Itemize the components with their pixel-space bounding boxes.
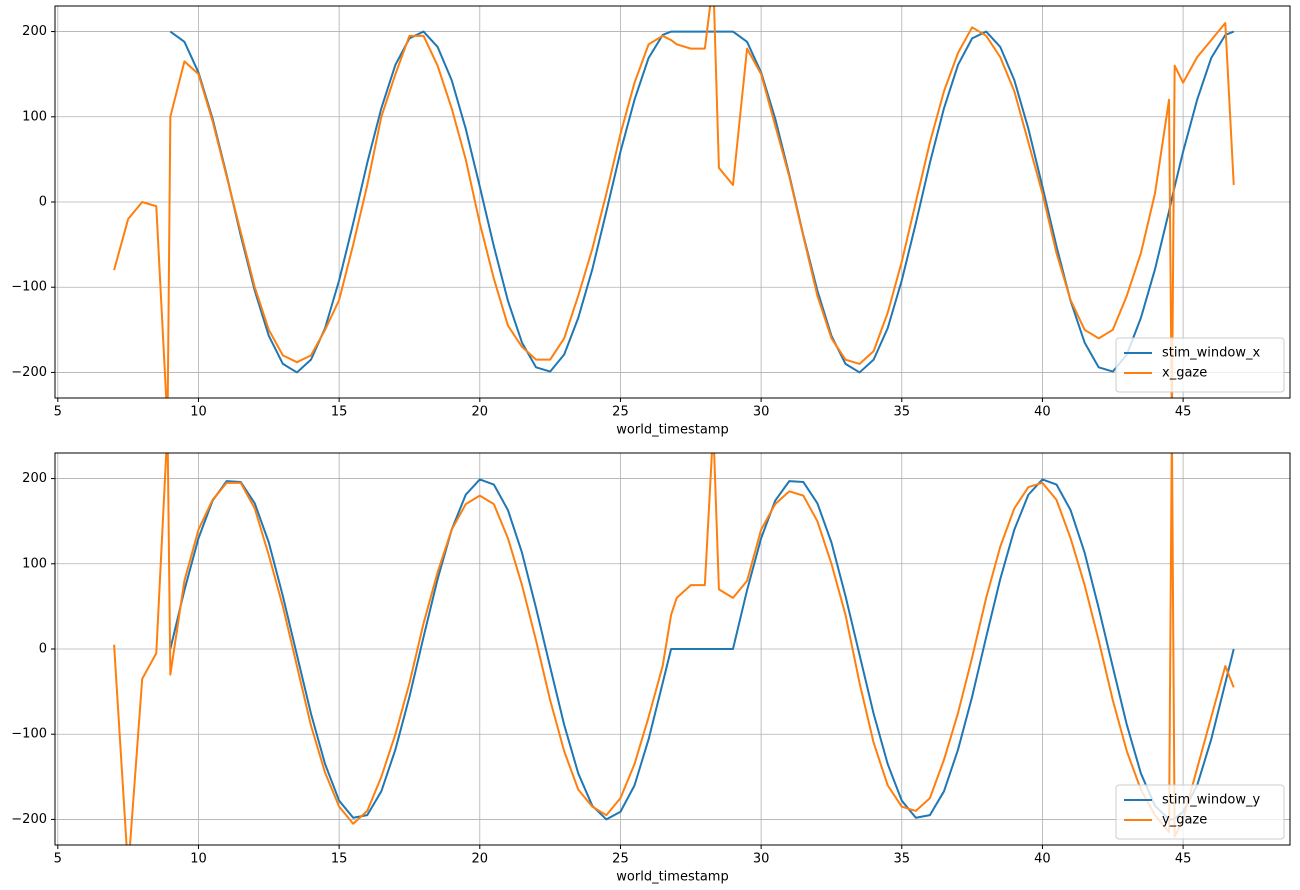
y-tick-label: −200 (11, 812, 47, 827)
legend: stim_window_y y_gaze (1115, 784, 1285, 840)
y-tick-label: 100 (22, 556, 47, 571)
x-tick-label: 30 (753, 852, 770, 867)
subplot: 5 10 15 20 25 30 35 40 45 −200 −100 0 100 200 world_ti… (11, 5, 1291, 438)
y-tick-label: −100 (11, 280, 47, 295)
y-tick-label: 200 (22, 24, 47, 39)
legend: stim_window_x x_gaze (1115, 337, 1285, 393)
plot-frame (54, 5, 1291, 399)
series-line (169, 478, 1235, 821)
plot-frame (54, 452, 1291, 846)
y-tick-label: 0 (39, 642, 47, 657)
legend-label: stim_window_x (1162, 346, 1260, 361)
x-tick-label: 10 (190, 405, 207, 420)
x-tick-label: 45 (1175, 405, 1192, 420)
subplot: 5 10 15 20 25 30 35 40 45 −200 −100 0 100 200 world_ti… (11, 452, 1291, 885)
legend-label: x_gaze (1162, 366, 1207, 381)
legend-box (1115, 784, 1285, 840)
x-tick-label: 45 (1175, 852, 1192, 867)
x-axis-label: world_timestamp (616, 870, 728, 885)
x-tick-label: 40 (1034, 852, 1051, 867)
x-tick-label: 35 (894, 405, 911, 420)
x-axis-label: world_timestamp (616, 423, 728, 438)
series-line (113, 6, 1235, 398)
legend-label: y_gaze (1162, 813, 1207, 828)
x-tick-label: 5 (54, 405, 62, 420)
x-tick-label: 15 (331, 405, 348, 420)
y-tick-label: 200 (22, 471, 47, 486)
x-tick-label: 20 (472, 405, 489, 420)
x-tick-label: 25 (612, 405, 629, 420)
x-tick-label: 40 (1034, 405, 1051, 420)
series-line (169, 30, 1235, 374)
x-tick-label: 25 (612, 852, 629, 867)
x-tick-label: 10 (190, 852, 207, 867)
y-tick-label: −200 (11, 365, 47, 380)
y-tick-label: −100 (11, 727, 47, 742)
x-tick-label: 5 (54, 852, 62, 867)
legend-box (1115, 337, 1285, 393)
x-tick-label: 35 (894, 852, 911, 867)
legend-label: stim_window_y (1162, 793, 1260, 808)
series-line (113, 453, 1235, 845)
x-tick-label: 20 (472, 852, 489, 867)
x-tick-label: 15 (331, 852, 348, 867)
y-tick-label: 0 (39, 195, 47, 210)
y-tick-label: 100 (22, 109, 47, 124)
x-tick-label: 30 (753, 405, 770, 420)
